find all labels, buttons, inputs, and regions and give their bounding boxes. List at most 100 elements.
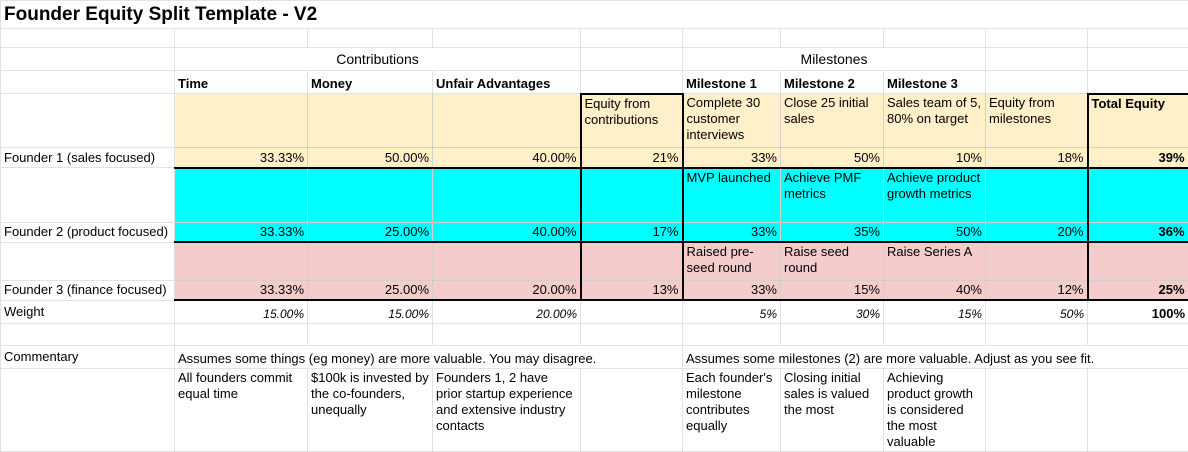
cell-founder1-money[interactable]: 50.00% [308,148,433,168]
cell-commentary-milestones[interactable]: Assumes some milestones (2) are more val… [683,345,1188,368]
subheader-equity-from-milestones[interactable]: Equity from milestones [986,94,1088,148]
empty-cell[interactable] [1,71,175,94]
cell-founder3-time[interactable]: 33.33% [175,280,308,300]
empty-cell[interactable] [1,94,175,148]
cell-founder3-m3[interactable]: 40% [884,280,986,300]
cell-founder1-total-equity[interactable]: 39% [1088,148,1188,168]
cell-empty-tan[interactable] [308,94,433,148]
cell-founder2-time[interactable]: 33.33% [175,223,308,243]
row-label-commentary[interactable]: Commentary [1,345,175,368]
empty-cell[interactable] [986,368,1088,451]
empty-cell[interactable] [683,29,781,48]
subheader-milestone2-desc[interactable]: Close 25 initial sales [781,94,884,148]
cell-founder3-total-equity[interactable]: 25% [1088,280,1188,300]
col-header-unfair-advantages[interactable]: Unfair Advantages [433,71,581,94]
subheader-milestone3-desc[interactable]: Sales team of 5, 80% on target [884,94,986,148]
cell-note-m1[interactable]: Each founder's milestone contributes equ… [683,368,781,451]
row-label-weight[interactable]: Weight [1,300,175,323]
empty-cell[interactable] [1,48,175,71]
empty-cell[interactable] [1,29,175,48]
cell-commentary-contributions[interactable]: Assumes some things (eg money) are more … [175,345,683,368]
col-header-time[interactable]: Time [175,71,308,94]
col-header-money[interactable]: Money [308,71,433,94]
cell-founder3-unfair[interactable]: 20.00% [433,280,581,300]
empty-cell[interactable] [986,48,1088,71]
empty-cell[interactable] [581,300,683,323]
row-label-founder2[interactable]: Founder 2 (product focused) [1,223,175,243]
cell-founder2-milestone1-desc[interactable]: MVP launched [683,168,781,223]
cell-founder2-m2[interactable]: 35% [781,223,884,243]
empty-cell[interactable] [1,242,175,280]
empty-cell[interactable] [1088,48,1188,71]
cell-empty-cyan[interactable] [175,168,308,223]
cell-empty-pink[interactable] [1088,242,1188,280]
cell-empty-cyan[interactable] [581,168,683,223]
cell-founder2-milestone3-desc[interactable]: Achieve product growth metrics [884,168,986,223]
empty-cell[interactable] [1,323,175,345]
cell-empty-cyan[interactable] [308,168,433,223]
cell-founder2-equity-contrib[interactable]: 17% [581,223,683,243]
cell-weight-unfair[interactable]: 20.00% [433,300,581,323]
empty-cell[interactable] [175,29,308,48]
cell-founder1-m3[interactable]: 10% [884,148,986,168]
empty-cell[interactable] [781,29,884,48]
empty-cell[interactable] [1,168,175,223]
empty-cell[interactable] [581,48,683,71]
col-header-milestone-3[interactable]: Milestone 3 [884,71,986,94]
cell-weight-equity-milestones[interactable]: 50% [986,300,1088,323]
empty-cell[interactable] [986,323,1088,345]
cell-founder2-milestone2-desc[interactable]: Achieve PMF metrics [781,168,884,223]
empty-cell[interactable] [308,323,433,345]
cell-empty-pink[interactable] [308,242,433,280]
cell-founder2-money[interactable]: 25.00% [308,223,433,243]
cell-founder2-m3[interactable]: 50% [884,223,986,243]
cell-founder2-equity-milestones[interactable]: 20% [986,223,1088,243]
empty-cell[interactable] [1088,323,1188,345]
empty-cell[interactable] [781,323,884,345]
page-title[interactable]: Founder Equity Split Template - V2 [1,1,1188,29]
cell-note-time[interactable]: All founders commit equal time [175,368,308,451]
cell-weight-time[interactable]: 15.00% [175,300,308,323]
cell-founder3-milestone3-desc[interactable]: Raise Series A [884,242,986,280]
cell-founder1-time[interactable]: 33.33% [175,148,308,168]
cell-founder1-m2[interactable]: 50% [781,148,884,168]
cell-founder3-m1[interactable]: 33% [683,280,781,300]
cell-founder2-m1[interactable]: 33% [683,223,781,243]
cell-founder3-equity-milestones[interactable]: 12% [986,280,1088,300]
subheader-total-equity[interactable]: Total Equity [1088,94,1188,148]
col-header-milestone-1[interactable]: Milestone 1 [683,71,781,94]
empty-cell[interactable] [581,368,683,451]
cell-note-m2[interactable]: Closing initial sales is valued the most [781,368,884,451]
cell-founder3-m2[interactable]: 15% [781,280,884,300]
cell-founder2-total-equity[interactable]: 36% [1088,223,1188,243]
cell-weight-total[interactable]: 100% [1088,300,1188,323]
empty-cell[interactable] [308,29,433,48]
cell-empty-cyan[interactable] [433,168,581,223]
empty-cell[interactable] [581,29,683,48]
cell-weight-m2[interactable]: 30% [781,300,884,323]
empty-cell[interactable] [175,323,308,345]
cell-empty-cyan[interactable] [986,168,1088,223]
cell-empty-pink[interactable] [986,242,1088,280]
empty-cell[interactable] [433,29,581,48]
empty-cell[interactable] [884,323,986,345]
group-header-milestones[interactable]: Milestones [683,48,986,71]
group-header-contributions[interactable]: Contributions [175,48,581,71]
cell-weight-m1[interactable]: 5% [683,300,781,323]
cell-founder2-unfair[interactable]: 40.00% [433,223,581,243]
col-header-milestone-2[interactable]: Milestone 2 [781,71,884,94]
empty-cell[interactable] [1,368,175,451]
cell-founder3-milestone1-desc[interactable]: Raised pre-seed round [683,242,781,280]
cell-empty-pink[interactable] [581,242,683,280]
cell-note-money[interactable]: $100k is invested by the co-founders, un… [308,368,433,451]
empty-cell[interactable] [1088,29,1188,48]
cell-founder1-equity-contrib[interactable]: 21% [581,148,683,168]
subheader-equity-from-contributions[interactable]: Equity from contributions [581,94,683,148]
empty-cell[interactable] [1088,71,1188,94]
subheader-milestone1-desc[interactable]: Complete 30 customer interviews [683,94,781,148]
cell-note-unfair[interactable]: Founders 1, 2 have prior startup experie… [433,368,581,451]
cell-founder1-unfair[interactable]: 40.00% [433,148,581,168]
cell-empty-tan[interactable] [433,94,581,148]
empty-cell[interactable] [986,71,1088,94]
cell-founder1-equity-milestones[interactable]: 18% [986,148,1088,168]
